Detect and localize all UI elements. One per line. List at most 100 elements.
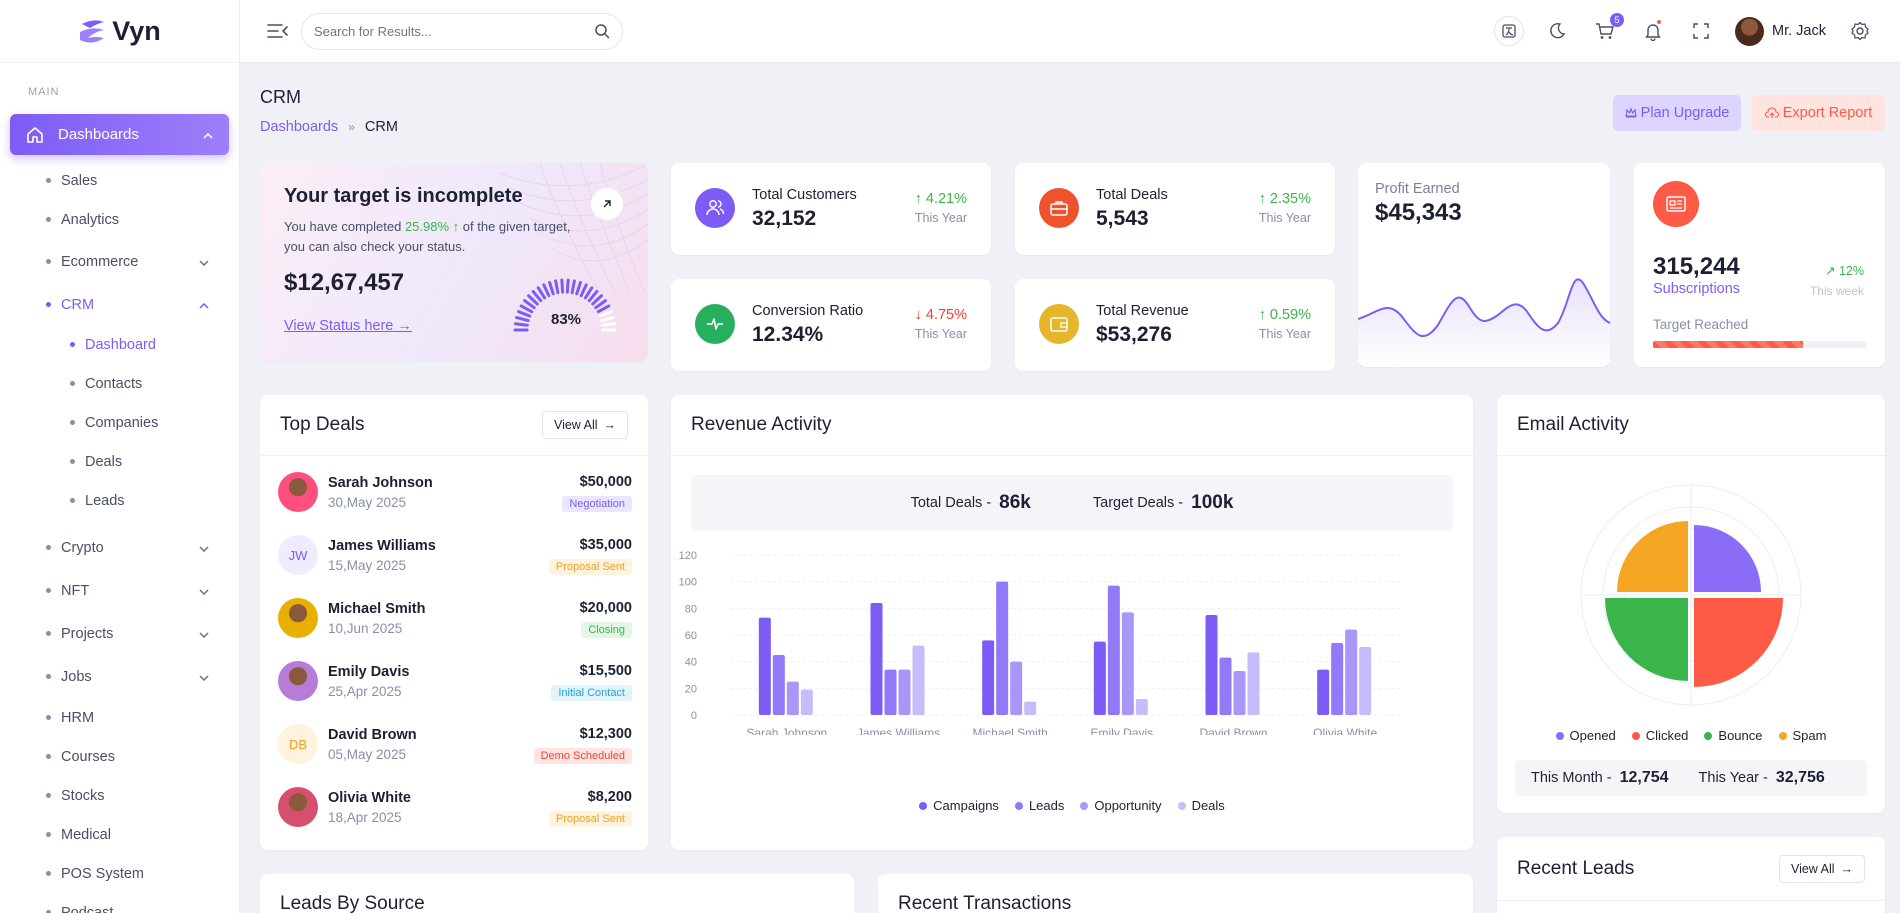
sidebar-item-crm[interactable]: CRM xyxy=(0,285,239,325)
bar-campaigns[interactable] xyxy=(1093,641,1106,715)
bar-leads[interactable] xyxy=(884,669,897,715)
search-input[interactable] xyxy=(314,23,594,39)
sidebar-item-courses[interactable]: Courses xyxy=(0,737,239,776)
translate-icon[interactable] xyxy=(1494,16,1525,46)
sidebar-item-podcast[interactable]: Podcast xyxy=(0,893,239,913)
legend-item[interactable]: Campaigns xyxy=(919,798,999,813)
sidebar-item-stocks[interactable]: Stocks xyxy=(0,776,239,815)
view-status-link[interactable]: View Status here → xyxy=(284,318,412,334)
deal-row[interactable]: JW James Williams 15,May 2025 $35,000 Propos… xyxy=(278,535,632,577)
deal-name: James Williams xyxy=(328,538,436,554)
sidebar-item-crypto[interactable]: Crypto xyxy=(0,526,239,569)
view-all-button[interactable]: View All → xyxy=(541,411,628,439)
this-year-label: This Year - xyxy=(1698,770,1768,786)
sidebar-item-analytics[interactable]: Analytics xyxy=(0,200,239,239)
cart-icon[interactable]: 5 xyxy=(1590,13,1625,46)
deal-row[interactable]: Sarah Johnson 30,May 2025 $50,000 Negotiati… xyxy=(278,472,632,514)
sidebar-subitem-contacts[interactable]: Contacts xyxy=(0,364,239,403)
bar-campaigns[interactable] xyxy=(982,640,995,715)
sidebar-subitem-deals[interactable]: Deals xyxy=(0,442,239,481)
arrow-right-icon: → xyxy=(1840,861,1854,876)
target-title: Your target is incomplete xyxy=(284,185,523,207)
stat-period: This Year xyxy=(914,211,967,225)
bar-opportunity[interactable] xyxy=(1010,661,1023,715)
deal-row[interactable]: DB David Brown 05,May 2025 $12,300 Demo Sche… xyxy=(278,724,632,766)
sidebar-item-jobs[interactable]: Jobs xyxy=(0,655,239,698)
bar-leads[interactable] xyxy=(1219,657,1232,715)
stat-change: ↑ 2.35% xyxy=(1259,191,1311,207)
user-menu[interactable]: Mr. Jack xyxy=(1735,16,1826,46)
bar-campaigns[interactable] xyxy=(758,617,771,715)
bar-deals[interactable] xyxy=(1135,699,1148,715)
sidebar-subitem-dashboard[interactable]: Dashboard xyxy=(0,325,239,364)
breadcrumb-dashboards[interactable]: Dashboards xyxy=(260,119,339,135)
bar-opportunity[interactable] xyxy=(898,669,911,715)
sidebar-item-nft[interactable]: NFT xyxy=(0,569,239,612)
stat-card-total-deals: Total Deals 5,543 ↑ 2.35% This Year xyxy=(1015,163,1335,255)
legend-item[interactable]: Spam xyxy=(1778,728,1827,743)
fullscreen-icon[interactable] xyxy=(1686,16,1716,46)
export-report-button[interactable]: Export Report xyxy=(1752,95,1885,131)
legend-item[interactable]: Deals xyxy=(1177,798,1225,813)
polar-slice-spam xyxy=(1617,521,1688,592)
arrow-up-icon: ↑ xyxy=(1258,191,1270,207)
stat-value: 5,543 xyxy=(1096,207,1149,230)
gauge-tick xyxy=(591,294,603,306)
bell-icon[interactable] xyxy=(1638,16,1668,46)
sidebar-item-projects[interactable]: Projects xyxy=(0,612,239,655)
search-icon[interactable] xyxy=(594,23,610,39)
bar-deals[interactable] xyxy=(1247,652,1260,715)
bar-campaigns[interactable] xyxy=(1205,615,1218,715)
subscriptions-change-value: 12% xyxy=(1838,264,1864,278)
subscriptions-label: Subscriptions xyxy=(1653,281,1741,297)
arrow-right-icon: → xyxy=(603,418,617,432)
legend-dot xyxy=(1080,802,1089,810)
settings-gear-icon[interactable] xyxy=(1845,16,1875,46)
target-reached-label: Target Reached xyxy=(1653,317,1749,332)
sidebar-item-dashboards[interactable]: Dashboards xyxy=(10,114,229,155)
menu-toggle-icon[interactable] xyxy=(265,18,291,44)
sidebar-item-hrm[interactable]: HRM xyxy=(0,698,239,737)
bar-campaigns[interactable] xyxy=(1317,669,1330,715)
revenue-title: Revenue Activity xyxy=(691,414,832,435)
sidebar-item-pos-system[interactable]: POS System xyxy=(0,854,239,893)
search-box[interactable] xyxy=(301,12,623,50)
bar-leads[interactable] xyxy=(772,655,785,715)
bar-deals[interactable] xyxy=(800,689,813,715)
bar-leads[interactable] xyxy=(1107,585,1120,715)
legend-item[interactable]: Leads xyxy=(1014,798,1064,813)
sidebar-item-medical[interactable]: Medical xyxy=(0,815,239,854)
bar-opportunity[interactable] xyxy=(786,681,799,715)
plan-upgrade-button[interactable]: Plan Upgrade xyxy=(1613,95,1741,131)
this-month-value: 12,754 xyxy=(1619,769,1669,786)
sidebar-item-ecommerce[interactable]: Ecommerce xyxy=(0,239,239,285)
legend-item[interactable]: Opened xyxy=(1555,728,1616,743)
bar-leads[interactable] xyxy=(996,581,1009,715)
deal-row[interactable]: Michael Smith 10,Jun 2025 $20,000 Closing xyxy=(278,598,632,640)
gauge-tick xyxy=(583,286,594,300)
legend-item[interactable]: Clicked xyxy=(1631,728,1688,743)
view-all-button[interactable]: View All → xyxy=(1778,854,1865,883)
bar-deals[interactable] xyxy=(912,645,925,715)
legend-item[interactable]: Bounce xyxy=(1704,728,1763,743)
legend-item[interactable]: Opportunity xyxy=(1080,798,1162,813)
chevron-down-icon xyxy=(199,254,209,270)
deal-row[interactable]: Olivia White 18,Apr 2025 $8,200 Proposal Se… xyxy=(278,787,632,829)
sidebar-subitem-leads[interactable]: Leads xyxy=(0,481,239,520)
sidebar-subitem-companies[interactable]: Companies xyxy=(0,403,239,442)
bar-opportunity[interactable] xyxy=(1233,671,1246,715)
bar-campaigns[interactable] xyxy=(870,603,883,715)
sidebar-item-sales[interactable]: Sales xyxy=(0,161,239,200)
bar-opportunity[interactable] xyxy=(1121,612,1134,715)
moon-icon[interactable] xyxy=(1542,16,1572,46)
bar-opportunity[interactable] xyxy=(1345,629,1358,715)
external-arrow-icon[interactable] xyxy=(591,188,623,220)
deal-row[interactable]: Emily Davis 25,Apr 2025 $15,500 Initial Con… xyxy=(278,661,632,703)
legend-label: Spam xyxy=(1792,728,1827,743)
bar-deals[interactable] xyxy=(1359,647,1372,715)
bar-deals[interactable] xyxy=(1024,701,1037,715)
sidebar-item-label: Dashboards xyxy=(58,126,139,143)
bar-leads[interactable] xyxy=(1331,643,1344,715)
brand-logo[interactable]: Vyn xyxy=(0,0,239,63)
chevron-down-icon xyxy=(199,583,209,599)
